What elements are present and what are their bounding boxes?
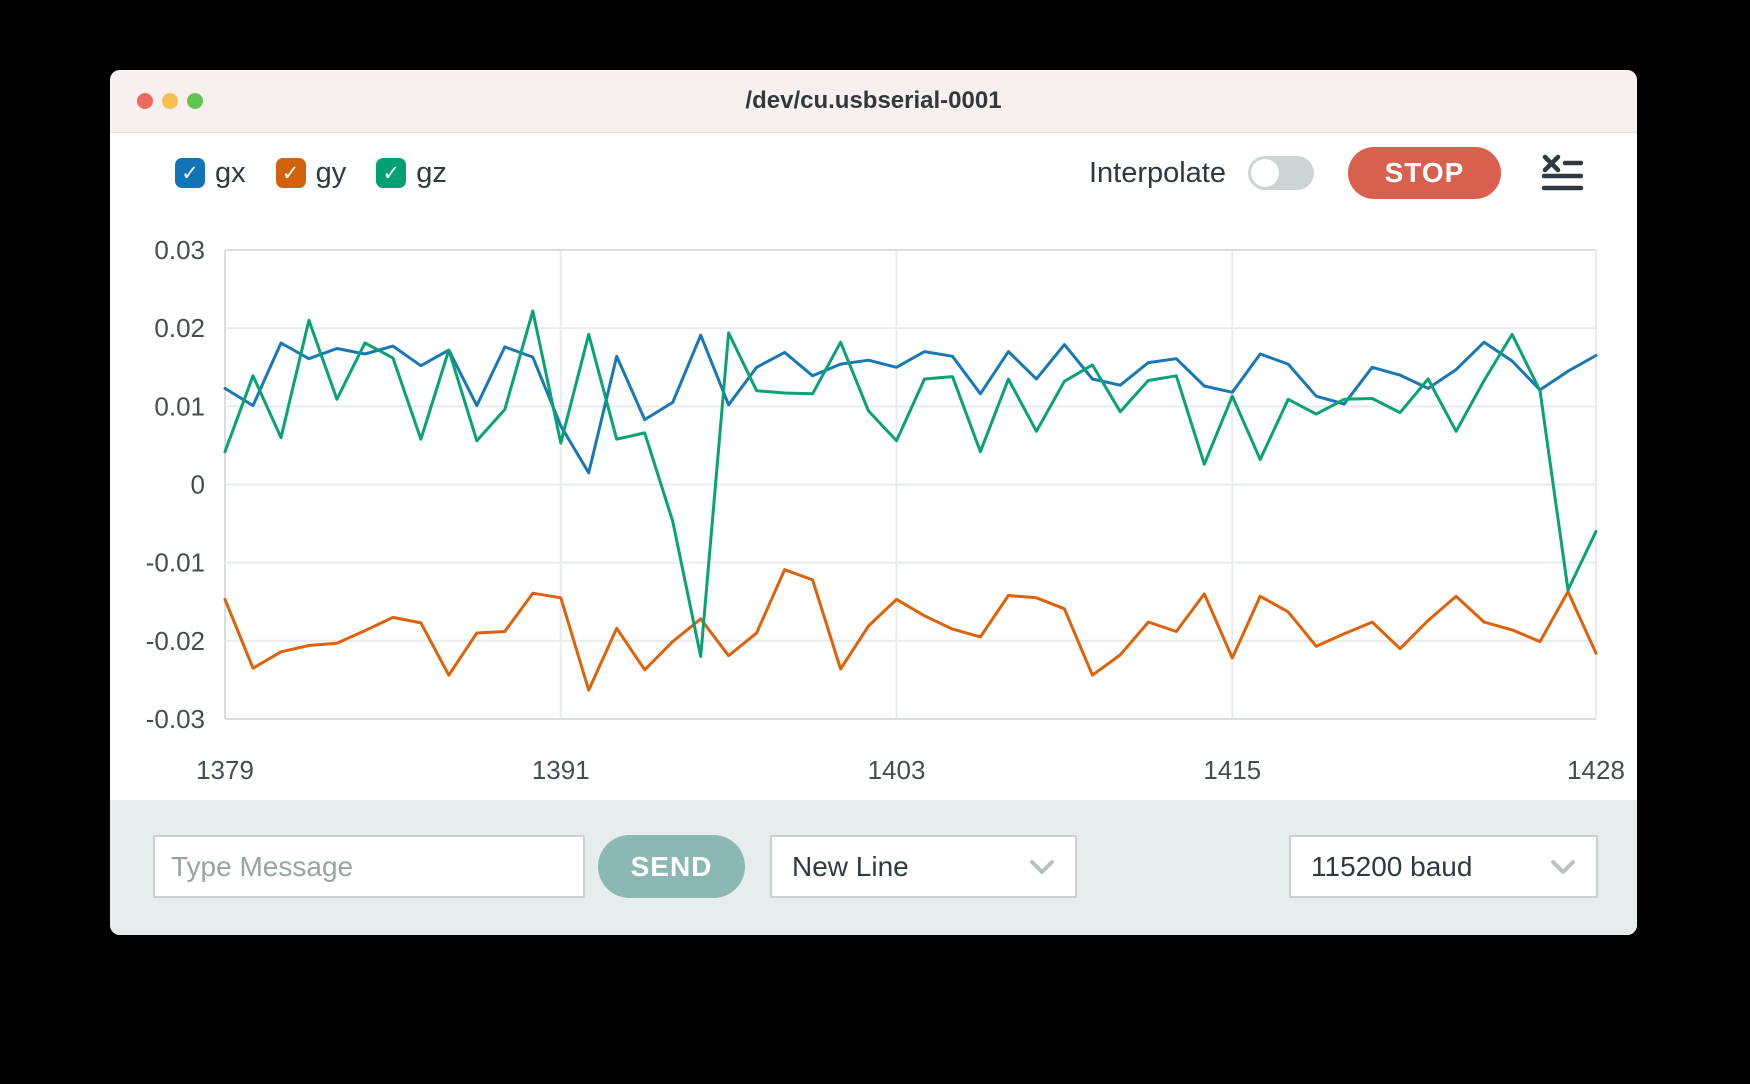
legend-item-gy[interactable]: ✓ gy [275,156,347,190]
bottom-bar: SEND New Line 115200 baud [110,800,1637,935]
toolbar: ✓ gx ✓ gy ✓ gz Interpolate STOP [110,133,1637,213]
gx-label: gx [215,156,246,189]
legend-item-gz[interactable]: ✓ gz [376,157,447,190]
gy-label: gy [315,156,347,189]
svg-text:-0.02: -0.02 [146,626,205,656]
send-button[interactable]: SEND [598,835,745,898]
line-ending-value: New Line [792,850,909,882]
svg-text:1379: 1379 [196,755,254,785]
toolbar-right: Interpolate STOP [1088,147,1584,199]
chevron-down-icon [1030,859,1054,874]
legend-item-gx[interactable]: ✓ gx [175,157,246,190]
titlebar: /dev/cu.usbserial-0001 [110,70,1637,133]
stop-button[interactable]: STOP [1348,147,1501,199]
baud-rate-select[interactable]: 115200 baud [1289,835,1598,898]
clear-list-button[interactable] [1541,154,1584,192]
gz-checkbox[interactable]: ✓ [376,158,407,188]
minimize-button[interactable] [162,93,178,109]
svg-text:1428: 1428 [1567,755,1625,785]
interpolate-toggle[interactable] [1248,156,1314,190]
close-button[interactable] [137,93,153,109]
svg-text:1391: 1391 [532,755,590,785]
svg-text:1415: 1415 [1203,755,1261,785]
traffic-lights [137,93,203,109]
interpolate-label: Interpolate [1088,156,1226,189]
svg-text:1403: 1403 [868,755,926,785]
svg-text:0: 0 [191,470,205,500]
svg-text:0.02: 0.02 [154,313,205,343]
line-chart: 0.03 0.02 0.01 0 -0.01 -0.02 -0.03 1379 1391 1403… [110,200,1637,800]
line-ending-select[interactable]: New Line [770,835,1077,898]
clear-list-icon [1541,154,1584,191]
svg-text:-0.03: -0.03 [146,704,205,734]
chart-legend: ✓ gx ✓ gy ✓ gz [175,157,447,190]
gx-checkbox[interactable]: ✓ [175,158,205,188]
svg-text:-0.01: -0.01 [146,548,205,578]
svg-text:0.01: 0.01 [154,391,205,421]
message-input[interactable] [153,835,585,898]
svg-text:0.03: 0.03 [154,235,205,265]
zoom-button[interactable] [187,93,203,109]
chart-canvas: 0.03 0.02 0.01 0 -0.01 -0.02 -0.03 1379 1391 1403… [146,235,1625,785]
window-title: /dev/cu.usbserial-0001 [745,87,1002,114]
serial-plotter-window: /dev/cu.usbserial-0001 ✓ gx ✓ gy ✓ gz In… [110,70,1637,935]
baud-rate-value: 115200 baud [1311,850,1473,882]
chevron-down-icon [1551,859,1575,874]
gy-checkbox[interactable]: ✓ [275,158,306,188]
toggle-knob [1251,159,1279,187]
gz-label: gz [416,156,447,189]
